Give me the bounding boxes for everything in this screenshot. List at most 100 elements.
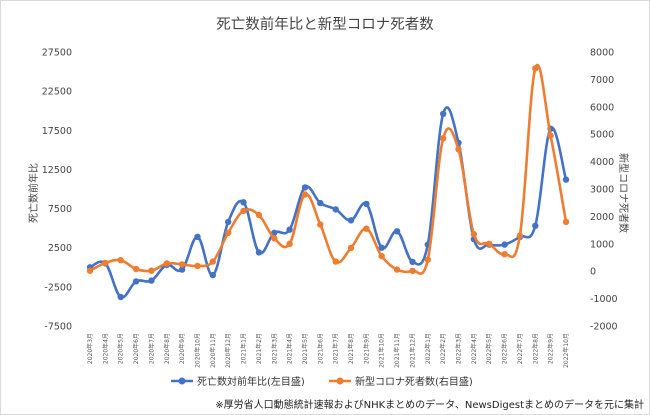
data-point [347,217,355,224]
left-tick-label: 17500 [42,126,72,137]
right-tick-label: 5000 [590,130,614,141]
data-point [347,244,355,252]
right-tick-label: 1000 [590,239,614,250]
right-tick-label: -1000 [590,294,618,305]
data-point [516,232,524,239]
right-tick-label: 6000 [590,102,614,113]
data-point [562,176,570,183]
x-tick-label: 2021年2月 [255,333,263,364]
left-axis-title: 死亡数前年比 [27,163,40,223]
legend-label-left-series: 死亡数対前年比(左目盛) [197,375,305,388]
x-tick-label: 2022年9月 [547,333,555,364]
series-layer [86,63,570,301]
data-point [117,257,124,264]
x-tick-label: 2021年7月 [332,333,340,364]
x-tick-label: 2021年3月 [270,333,278,364]
right-tick-label: 4000 [590,157,614,168]
x-tick-label: 2022年1月 [424,333,432,364]
x-tick-label: 2021年5月 [301,333,309,364]
data-point [225,218,232,226]
data-point [163,260,170,267]
x-tick-label: 2020年8月 [163,333,171,364]
data-point [363,225,370,232]
data-point [332,258,339,265]
data-point [440,135,447,142]
data-point [194,262,201,270]
data-point [532,222,539,229]
data-point [455,146,462,153]
data-point [409,258,416,265]
data-point [378,244,385,251]
data-point [332,206,339,213]
left-tick-label: 27500 [42,48,72,59]
x-tick-label: 2021年1月 [240,333,248,364]
data-point [102,259,109,267]
x-tick-label: 2021年12月 [408,333,416,368]
legend-marker-right-series [336,377,344,385]
data-point [286,226,293,233]
data-point [317,221,324,228]
data-point [501,251,508,258]
left-tick-label: -7500 [44,322,72,333]
x-tick-label: 2020年9月 [178,333,186,364]
data-point [470,231,478,238]
chart-title: 死亡数前年比と新型コロナ死者数 [216,16,434,33]
data-point [393,228,401,235]
x-tick-label: 2021年9月 [362,333,370,364]
data-point [240,199,247,206]
data-point [148,277,155,284]
x-tick-label: 2020年12月 [224,333,232,368]
data-point [86,267,94,274]
data-point [255,211,263,219]
legend: 死亡数対前年比(左目盛) 新型コロナ死者数(右目盛) [171,375,473,388]
left-tick-label: 22500 [42,87,72,98]
data-point [117,293,124,301]
x-tick-label: 2022年7月 [516,333,524,364]
data-point [424,256,431,263]
data-point [225,229,232,236]
data-point [271,235,278,242]
x-tick-label: 2022年4月 [470,333,478,364]
x-tick-label: 2020年11月 [209,333,217,368]
source-note: ※厚労省人口動態統計速報およびNHKまとめのデータ、NewsDigestまとめの… [215,398,644,411]
left-axis-ticks: -7500 -2500 2500 7500 12500 17500 22500 27500 [42,48,72,333]
data-point [301,191,309,198]
data-point [409,267,416,275]
data-point [301,184,309,191]
data-point [532,65,539,72]
right-axis-ticks: -2000 -1000 0 1000 2000 3000 4000 5000 6000 7000 8… [590,48,618,333]
data-point [148,267,155,274]
data-point [240,207,247,215]
left-tick-label: 2500 [48,243,72,254]
data-point [393,266,401,273]
right-tick-label: 2000 [590,212,614,223]
x-tick-label: 2021年6月 [316,333,324,364]
x-tick-label: 2020年4月 [101,333,109,364]
data-point [317,199,324,207]
right-tick-label: -2000 [590,322,618,333]
data-point [440,110,447,118]
data-point [255,249,263,256]
x-tick-label: 2020年10月 [193,333,201,368]
series-line [89,63,568,275]
x-tick-label: 2020年5月 [117,333,125,364]
x-tick-label: 2022年2月 [439,333,447,364]
series-right [86,63,570,275]
data-point [286,240,293,247]
x-tick-label: 2022年8月 [531,333,539,364]
x-tick-label: 2020年7月 [147,333,155,364]
data-point [132,278,140,285]
data-point [378,252,385,260]
x-tick-label: 2022年10月 [562,333,570,368]
left-tick-label: 12500 [42,165,72,176]
right-tick-label: 8000 [590,48,614,59]
x-tick-label: 2022年5月 [485,333,493,364]
right-tick-label: 3000 [590,185,614,196]
data-point [547,132,554,139]
x-tick-label: 2021年4月 [286,333,294,364]
x-tick-label: 2020年6月 [132,333,140,364]
data-point [178,266,186,273]
